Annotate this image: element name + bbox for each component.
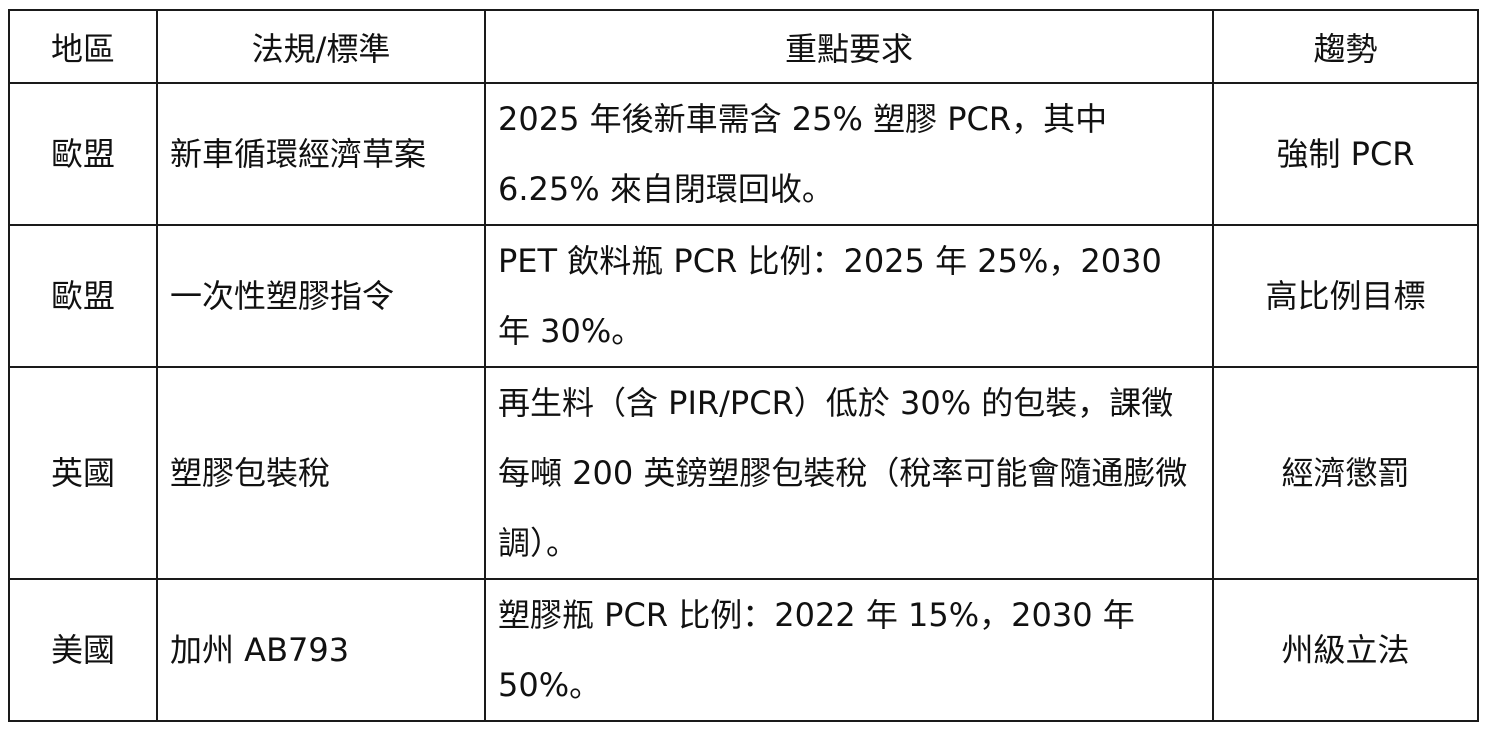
region-cell: 歐盟 — [8, 82, 158, 226]
header-law: 法規/標準 — [156, 9, 486, 84]
requirement-cell: 2025 年後新車需含 25% 塑膠 PCR，其中 6.25% 來自閉環回收。 — [484, 82, 1214, 226]
header-region: 地區 — [8, 9, 158, 84]
table-header-row: 地區 法規/標準 重點要求 趨勢 — [8, 9, 1479, 84]
table-row: 英國 塑膠包裝稅 再生料（含 PIR/PCR）低於 30% 的包裝，課徵每噸 2… — [8, 366, 1479, 580]
header-trend: 趨勢 — [1212, 9, 1479, 84]
law-cell: 一次性塑膠指令 — [156, 224, 486, 368]
trend-cell: 經濟懲罰 — [1212, 366, 1479, 580]
region-cell: 美國 — [8, 578, 158, 722]
requirement-cell: 再生料（含 PIR/PCR）低於 30% 的包裝，課徵每噸 200 英鎊塑膠包裝… — [484, 366, 1214, 580]
table-row: 美國 加州 AB793 塑膠瓶 PCR 比例：2022 年 15%，2030 年… — [8, 578, 1479, 722]
region-cell: 歐盟 — [8, 224, 158, 368]
requirement-cell: PET 飲料瓶 PCR 比例：2025 年 25%，2030 年 30%。 — [484, 224, 1214, 368]
law-cell: 加州 AB793 — [156, 578, 486, 722]
law-cell: 塑膠包裝稅 — [156, 366, 486, 580]
regulation-table: 地區 法規/標準 重點要求 趨勢 歐盟 新車循環經濟草案 2025 年後新車需含… — [8, 9, 1479, 722]
trend-cell: 州級立法 — [1212, 578, 1479, 722]
trend-cell: 強制 PCR — [1212, 82, 1479, 226]
law-cell: 新車循環經濟草案 — [156, 82, 486, 226]
region-cell: 英國 — [8, 366, 158, 580]
requirement-cell: 塑膠瓶 PCR 比例：2022 年 15%，2030 年 50%。 — [484, 578, 1214, 722]
trend-cell: 高比例目標 — [1212, 224, 1479, 368]
header-requirement: 重點要求 — [484, 9, 1214, 84]
table-row: 歐盟 一次性塑膠指令 PET 飲料瓶 PCR 比例：2025 年 25%，203… — [8, 224, 1479, 368]
table-row: 歐盟 新車循環經濟草案 2025 年後新車需含 25% 塑膠 PCR，其中 6.… — [8, 82, 1479, 226]
